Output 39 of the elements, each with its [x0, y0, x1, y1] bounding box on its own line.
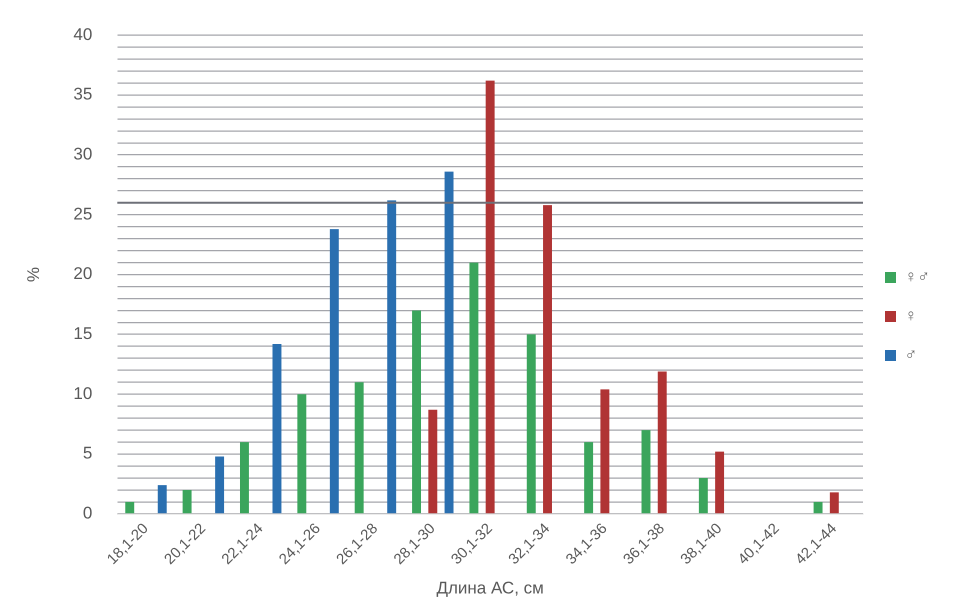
y-axis-title: % [24, 266, 43, 282]
bar [698, 478, 708, 514]
bar [526, 334, 536, 514]
bar [182, 490, 192, 514]
y-tick-label: 20 [73, 264, 92, 284]
bar [584, 442, 594, 514]
y-tick-label: 15 [73, 324, 92, 344]
bar [469, 262, 478, 514]
bar [330, 229, 339, 514]
legend-label: ♂ [904, 345, 918, 364]
bar [715, 452, 724, 514]
bar [444, 172, 454, 514]
bar [642, 430, 650, 514]
y-tick-label: 10 [73, 384, 92, 403]
legend-label: ♀ [904, 306, 918, 326]
y-tick-label: 35 [73, 84, 92, 104]
bar [830, 492, 839, 514]
legend-label: ♀♂ [904, 267, 930, 286]
bar [387, 200, 396, 514]
bar [658, 371, 667, 514]
bar [428, 410, 438, 514]
bar [240, 442, 249, 514]
bar [600, 389, 610, 514]
y-tick-label: 30 [73, 144, 92, 164]
bar [158, 485, 167, 514]
bar [412, 310, 422, 514]
y-tick-label: 5 [82, 444, 92, 463]
bar [125, 502, 134, 514]
bar [354, 382, 364, 514]
y-tick-label: 25 [73, 204, 92, 224]
bar [215, 456, 224, 514]
y-tick-label: 0 [82, 504, 92, 523]
x-axis-title: Длина АС, см [436, 578, 544, 598]
bar [486, 80, 495, 514]
bar [297, 394, 306, 514]
bar [814, 502, 823, 514]
bar [272, 344, 282, 514]
bar [543, 205, 552, 514]
y-tick-label: 40 [73, 24, 92, 44]
